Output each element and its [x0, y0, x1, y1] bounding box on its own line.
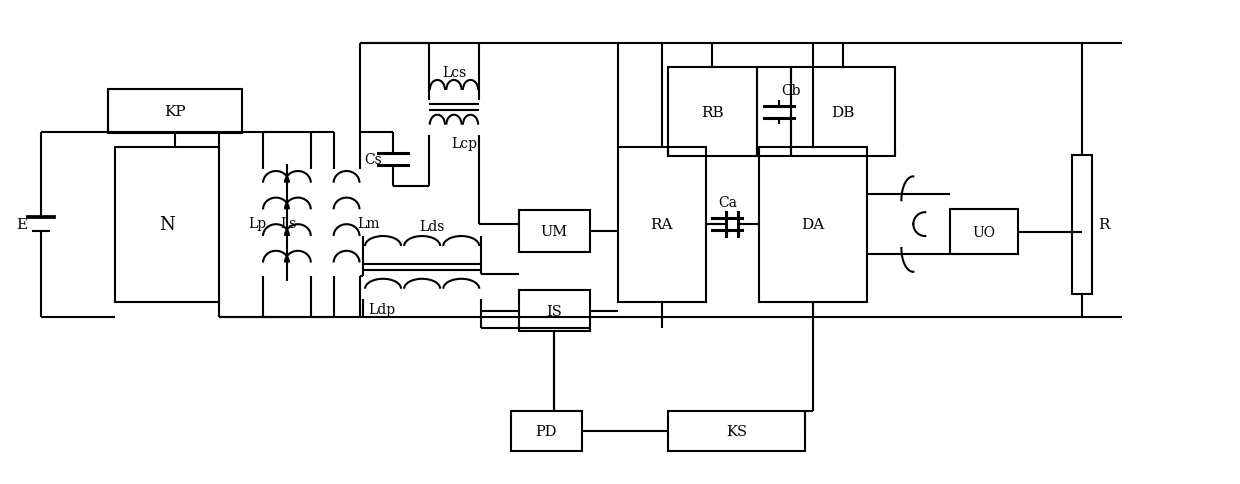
Bar — [759, 147, 867, 302]
Bar — [791, 68, 895, 157]
Text: Ca: Ca — [718, 196, 737, 210]
Text: Ls: Ls — [280, 216, 298, 230]
Bar — [758, 68, 791, 157]
Text: Ldp: Ldp — [368, 302, 394, 316]
Text: Lds: Lds — [419, 220, 445, 234]
Bar — [115, 147, 219, 302]
Text: RA: RA — [651, 218, 673, 232]
Text: Lp: Lp — [248, 216, 267, 230]
Text: UM: UM — [541, 225, 568, 239]
Bar — [518, 211, 590, 253]
Text: R: R — [1099, 218, 1110, 232]
Text: Lcp: Lcp — [451, 136, 477, 150]
Text: RB: RB — [701, 106, 724, 120]
Text: KS: KS — [725, 424, 746, 438]
Bar — [667, 68, 758, 157]
Bar — [618, 147, 706, 302]
Text: Lcs: Lcs — [441, 66, 466, 80]
Text: UO: UO — [972, 225, 996, 239]
Text: N: N — [159, 216, 175, 234]
Bar — [518, 290, 590, 332]
Bar — [667, 411, 805, 451]
Text: Lm: Lm — [357, 216, 379, 230]
Text: PD: PD — [536, 424, 557, 438]
Bar — [1073, 155, 1092, 294]
Text: IS: IS — [547, 304, 562, 318]
Text: KP: KP — [164, 105, 186, 119]
Bar — [108, 90, 242, 134]
Text: E: E — [16, 218, 27, 232]
Text: Cb: Cb — [781, 84, 801, 98]
Text: DB: DB — [832, 106, 854, 120]
Bar — [511, 411, 583, 451]
Text: DA: DA — [801, 218, 825, 232]
Text: Cs: Cs — [365, 152, 382, 166]
Bar — [950, 210, 1018, 255]
